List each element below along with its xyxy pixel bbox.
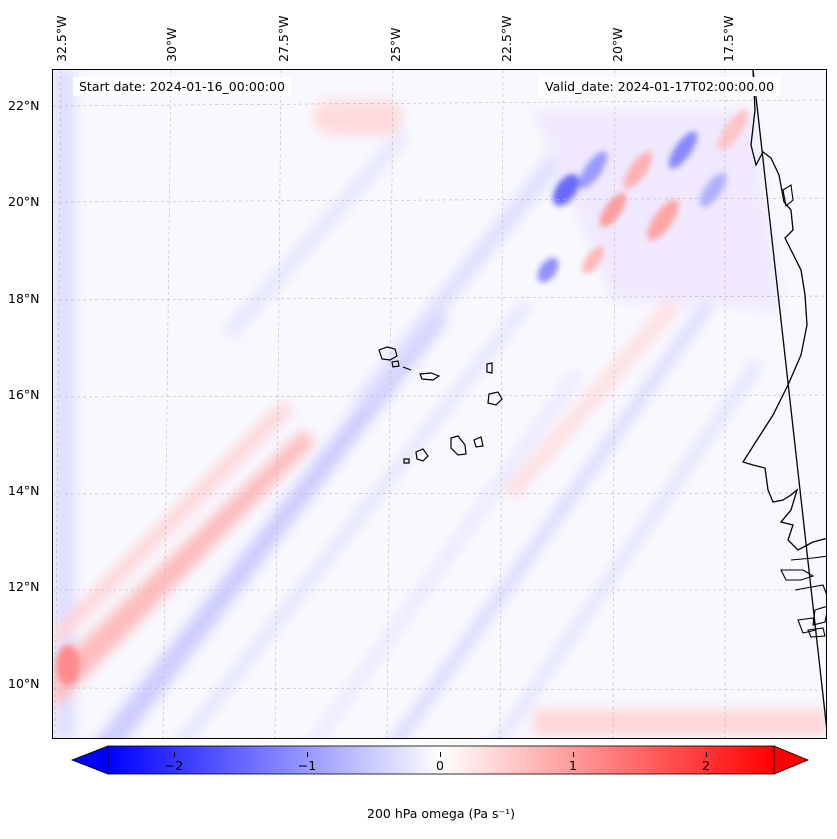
- lon-label-20w: 20°W: [610, 27, 625, 62]
- lat-label-14n: 14°N: [8, 483, 40, 498]
- colorbar-max-extend: [773, 745, 810, 775]
- cape-verde-islands: [378, 346, 503, 464]
- colorbar-tick: [440, 752, 441, 757]
- lon-label-17-5w: 17.5°W: [721, 15, 736, 62]
- colorbar-tick-label: 1: [569, 758, 577, 773]
- colorbar-tick-label: 0: [436, 758, 444, 773]
- lat-label-18n: 18°N: [8, 291, 40, 306]
- colorbar-tick-label: −2: [164, 758, 184, 773]
- lon-label-30w: 30°W: [164, 27, 179, 62]
- colorbar-tick-label: 2: [702, 758, 710, 773]
- lat-label-12n: 12°N: [8, 579, 40, 594]
- graticule: [53, 70, 826, 738]
- colorbar: [70, 745, 810, 775]
- lat-label-10n: 10°N: [8, 676, 40, 691]
- colorbar-tick: [174, 752, 175, 757]
- lat-label-22n: 22°N: [8, 98, 40, 113]
- valid-date-label: Valid_date: 2024-01-17T02:00:00.00: [539, 77, 781, 96]
- lon-label-32-5w: 32.5°W: [54, 15, 69, 62]
- lon-label-25w: 25°W: [388, 27, 403, 62]
- map-panel: [52, 69, 827, 739]
- africa-coastline: [741, 70, 826, 728]
- lon-label-22-5w: 22.5°W: [499, 15, 514, 62]
- colorbar-tick: [307, 752, 308, 757]
- colorbar-tick: [573, 752, 574, 757]
- colorbar-min-extend: [70, 745, 109, 775]
- colorbar-tick: [706, 752, 707, 757]
- lon-label-27-5w: 27.5°W: [276, 15, 291, 62]
- start-date-label: Start date: 2024-01-16_00:00:00: [73, 77, 291, 96]
- lat-label-16n: 16°N: [8, 387, 40, 402]
- lat-label-20n: 20°N: [8, 194, 40, 209]
- colorbar-tick-label: −1: [297, 758, 317, 773]
- omega-field: [53, 70, 826, 738]
- colorbar-gradient: [107, 745, 775, 775]
- colorbar-title: 200 hPa omega (Pa s⁻¹): [367, 806, 515, 821]
